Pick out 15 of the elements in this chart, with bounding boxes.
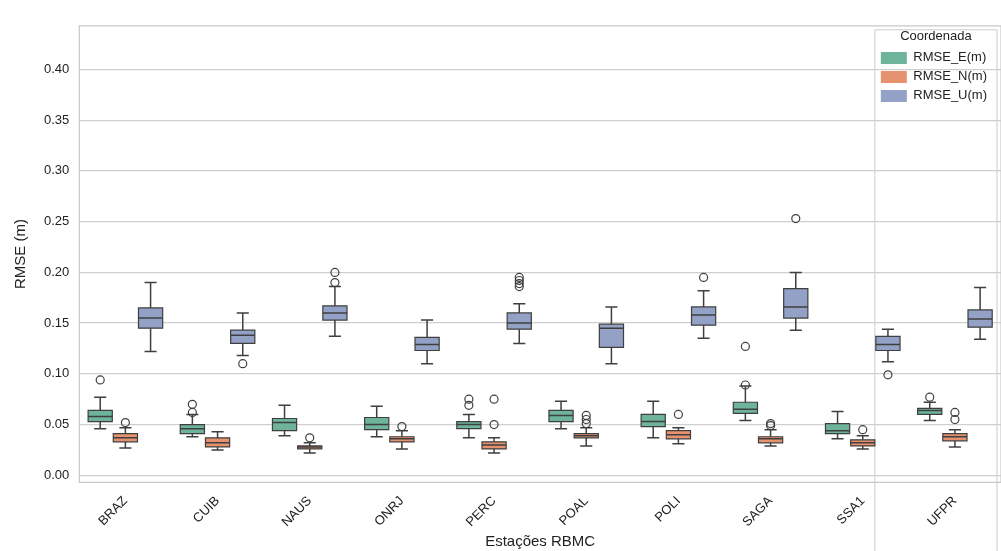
y-tick-label: 0.40 bbox=[43, 61, 70, 77]
legend-label: RMSE_U(m) bbox=[913, 87, 988, 103]
legend-title: Coordenada bbox=[900, 27, 973, 43]
y-tick-label: 0.00 bbox=[43, 466, 70, 482]
y-tick-label: 0.35 bbox=[43, 111, 70, 127]
y-tick-label: 0.15 bbox=[43, 314, 70, 330]
y-tick-label: 0.25 bbox=[43, 213, 70, 229]
y-tick-label: 0.30 bbox=[43, 162, 70, 178]
legend-label: RMSE_E(m) bbox=[913, 49, 987, 65]
x-axis-title: Estações RBMC bbox=[485, 532, 596, 550]
y-tick-label: 0.10 bbox=[43, 365, 70, 381]
y-tick-label: 0.05 bbox=[43, 416, 70, 432]
y-axis-title: RMSE (m) bbox=[11, 219, 29, 290]
legend-label: RMSE_N(m) bbox=[913, 68, 988, 84]
y-tick-label: 0.20 bbox=[43, 263, 70, 279]
